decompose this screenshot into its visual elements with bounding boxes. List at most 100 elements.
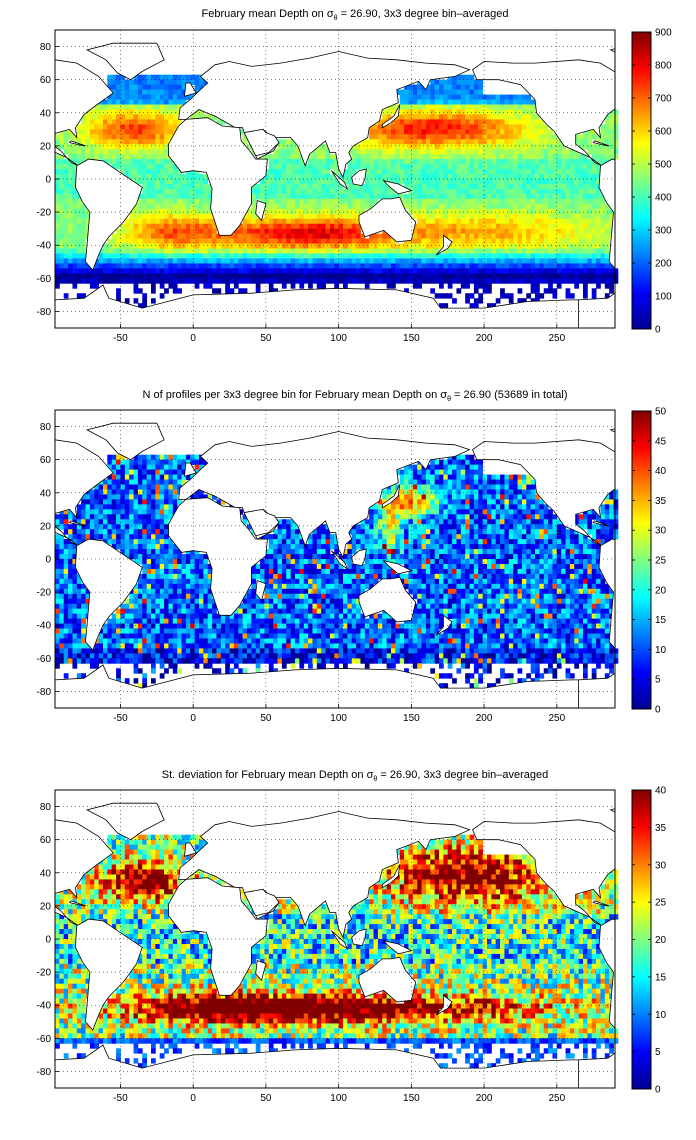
heatmap-cell bbox=[81, 608, 86, 615]
heatmap-cell bbox=[417, 149, 422, 155]
heatmap-cell bbox=[539, 218, 545, 225]
heatmap-cell bbox=[155, 169, 161, 175]
heatmap-cell bbox=[59, 248, 65, 254]
heatmap-cell bbox=[482, 218, 488, 225]
heatmap-cell bbox=[168, 489, 174, 495]
heatmap-cell bbox=[76, 658, 82, 664]
heatmap-cell bbox=[137, 489, 143, 495]
heatmap-cell bbox=[408, 238, 414, 244]
heatmap-cell bbox=[172, 469, 178, 475]
heatmap-cell bbox=[199, 273, 204, 279]
heatmap-cell bbox=[299, 164, 305, 170]
heatmap-cell bbox=[55, 578, 60, 585]
heatmap-cell bbox=[216, 119, 222, 125]
heatmap-cell bbox=[155, 613, 161, 619]
heatmap-cell bbox=[59, 613, 65, 619]
heatmap-cell bbox=[120, 484, 126, 490]
heatmap-cell bbox=[425, 198, 431, 205]
heatmap-cell bbox=[574, 253, 580, 259]
coastline bbox=[55, 59, 114, 167]
heatmap-cell bbox=[151, 179, 156, 185]
heatmap-cell bbox=[500, 213, 505, 220]
heatmap-cell bbox=[103, 253, 108, 259]
heatmap-cell bbox=[137, 454, 143, 461]
heatmap-cell bbox=[59, 169, 65, 175]
heatmap-cell bbox=[63, 598, 69, 605]
heatmap-cell bbox=[535, 154, 540, 160]
heatmap-cell bbox=[495, 248, 501, 254]
heatmap-cell bbox=[469, 164, 475, 170]
heatmap-cell bbox=[434, 94, 440, 100]
heatmap-cell bbox=[478, 114, 484, 120]
heatmap-cell bbox=[447, 263, 453, 269]
heatmap-cell bbox=[535, 183, 540, 190]
heatmap-cell bbox=[487, 193, 492, 200]
heatmap-cell bbox=[168, 588, 174, 595]
heatmap-cell bbox=[55, 169, 60, 175]
heatmap-cell bbox=[325, 238, 331, 244]
heatmap-cell bbox=[434, 129, 440, 135]
heatmap-cell bbox=[281, 213, 287, 220]
heatmap-cell bbox=[299, 174, 305, 180]
heatmap-cell bbox=[89, 129, 95, 135]
heatmap-cell bbox=[281, 159, 287, 165]
heatmap-cell bbox=[495, 263, 501, 269]
heatmap-cell bbox=[351, 169, 357, 175]
heatmap-cell bbox=[609, 288, 614, 294]
heatmap-cell bbox=[443, 139, 449, 145]
heatmap-cell bbox=[124, 119, 130, 125]
heatmap-cell bbox=[439, 263, 444, 269]
heatmap-cell bbox=[439, 238, 444, 244]
heatmap-cell bbox=[417, 114, 422, 120]
heatmap-cell bbox=[504, 144, 510, 150]
heatmap-cell bbox=[487, 179, 492, 185]
heatmap-cell bbox=[155, 479, 161, 485]
heatmap-cell bbox=[107, 99, 113, 105]
heatmap-cell bbox=[456, 278, 462, 284]
heatmap-cell bbox=[583, 288, 588, 294]
heatmap-cell bbox=[316, 179, 322, 185]
heatmap-cell bbox=[587, 159, 593, 165]
heatmap-cell bbox=[338, 213, 344, 220]
heatmap-cell bbox=[129, 544, 134, 550]
heatmap-cell bbox=[155, 84, 161, 90]
heatmap-cell bbox=[421, 154, 427, 160]
heatmap-cell bbox=[68, 154, 73, 160]
heatmap-cell bbox=[408, 129, 414, 135]
heatmap-cell bbox=[443, 144, 449, 150]
heatmap-cell bbox=[543, 188, 549, 195]
heatmap-cell bbox=[68, 524, 73, 530]
heatmap-cell bbox=[72, 544, 78, 550]
heatmap-cell bbox=[177, 263, 182, 269]
heatmap-cell bbox=[103, 509, 108, 515]
heatmap-cell bbox=[124, 514, 130, 520]
heatmap-cell bbox=[137, 524, 143, 530]
heatmap-cell bbox=[578, 144, 584, 150]
heatmap-cell bbox=[443, 154, 449, 160]
heatmap-cell bbox=[552, 233, 558, 239]
heatmap-cell bbox=[430, 109, 436, 115]
heatmap-cell bbox=[535, 293, 540, 299]
heatmap-cell bbox=[526, 238, 532, 244]
heatmap-cell bbox=[133, 169, 139, 175]
heatmap-cell bbox=[530, 298, 536, 304]
heatmap-cell bbox=[351, 193, 357, 200]
heatmap-cell bbox=[124, 124, 130, 130]
heatmap-cell bbox=[146, 628, 152, 634]
heatmap-cell bbox=[55, 134, 60, 140]
heatmap-cell bbox=[377, 233, 383, 239]
heatmap-cell bbox=[325, 198, 331, 205]
heatmap-cell bbox=[425, 159, 431, 165]
heatmap-cell bbox=[155, 653, 161, 659]
heatmap-cell bbox=[504, 174, 510, 180]
heatmap-cell bbox=[548, 268, 553, 274]
heatmap-cell bbox=[425, 248, 431, 254]
heatmap-cell bbox=[63, 593, 69, 600]
heatmap-cell bbox=[81, 628, 86, 634]
heatmap-cell bbox=[452, 119, 457, 125]
heatmap-cell bbox=[613, 139, 619, 145]
heatmap-cell bbox=[251, 183, 257, 190]
heatmap-cell bbox=[203, 223, 209, 230]
heatmap-cell bbox=[59, 233, 65, 239]
heatmap-cell bbox=[587, 258, 593, 264]
